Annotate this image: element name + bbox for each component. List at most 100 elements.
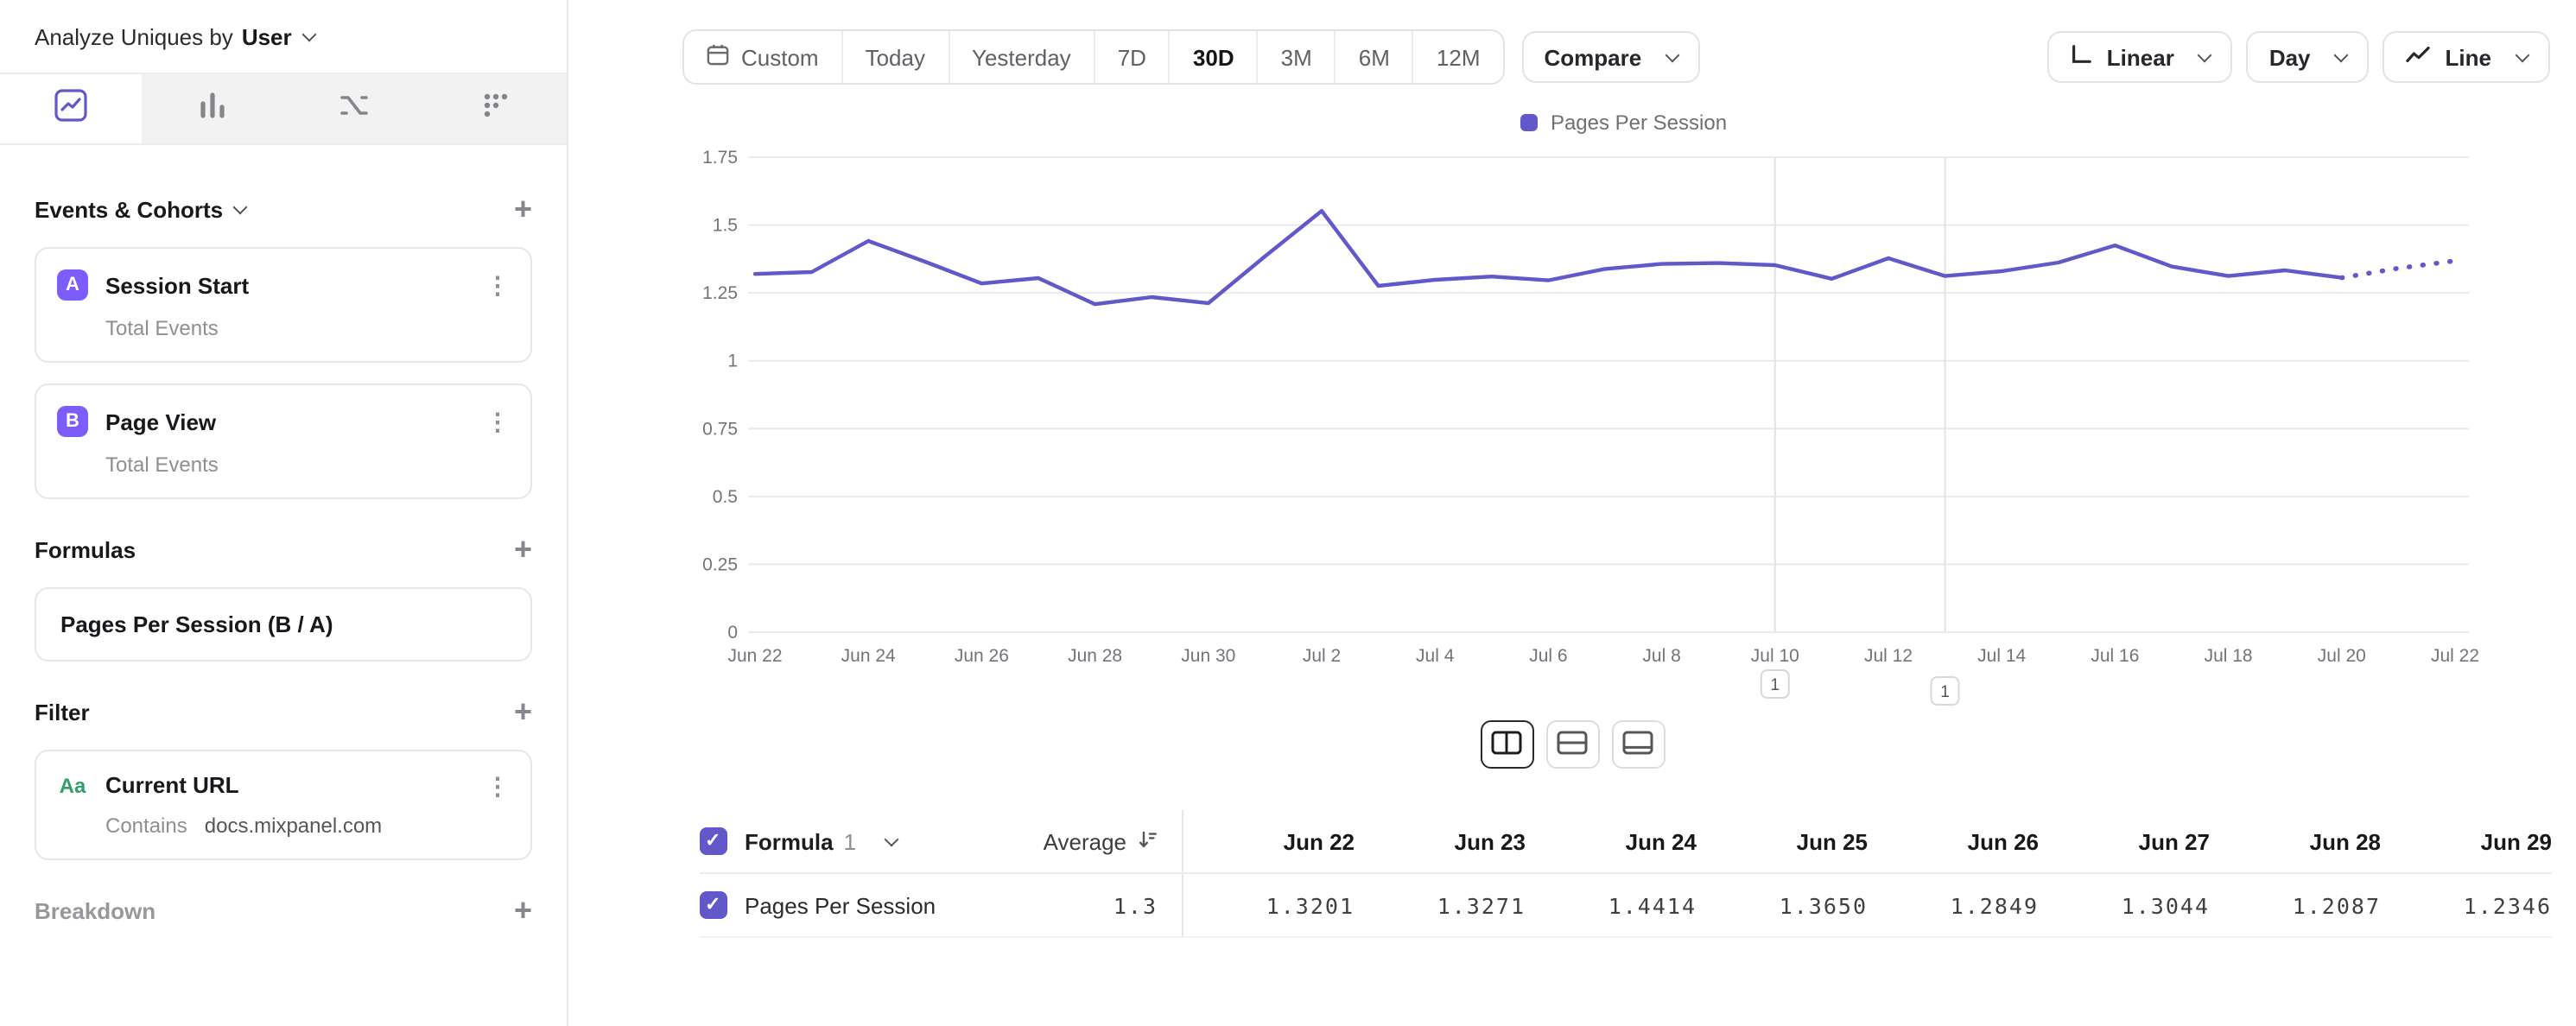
cell-value: 1.3650 [1779,892,1868,918]
cell-value: 1.3271 [1437,892,1526,918]
event-card-b[interactable]: B Page View Total Events [35,383,532,499]
column-header[interactable]: Jun 28 [2309,828,2381,854]
range-label: 12M [1436,44,1481,70]
event-measure[interactable]: Total Events [105,453,219,477]
svg-text:1.5: 1.5 [713,216,738,236]
table-data-row[interactable]: Pages Per Session 1.3 1.3201 1.3271 1.4414… [700,874,2552,938]
compare-label: Compare [1544,44,1642,70]
filter-card[interactable]: Aa Current URL Contains docs.mixpanel.co… [35,750,532,860]
calendar-icon [707,43,729,71]
row-checkbox[interactable] [700,891,727,919]
layout-toggle-side-by-side[interactable] [1480,720,1533,769]
column-header[interactable]: Jun 26 [1967,828,2039,854]
results-table: Formula 1 Average Jun 22 Jun 23 Jun 24 Jun … [700,810,2552,938]
group-label[interactable]: Formula [745,828,834,854]
column-header[interactable]: Jun 25 [1796,828,1868,854]
column-header[interactable]: Jun 22 [1283,828,1355,854]
line-chart[interactable]: 0 0.25 0.5 0.75 1 1.25 1.5 1.75 1 1 Jun 22 Jun 24 Ju… [672,140,2576,713]
svg-text:1: 1 [1771,676,1780,694]
svg-text:Jul 20: Jul 20 [2318,646,2366,666]
chevron-down-icon [2198,48,2213,63]
svg-text:0: 0 [727,623,738,643]
tab-insights[interactable] [0,74,142,143]
range-label: Custom [741,44,819,70]
range-label: Yesterday [972,44,1071,70]
svg-text:1.25: 1.25 [702,283,738,303]
retention-dots-icon [479,87,513,130]
chart-type-label: Line [2445,44,2491,70]
range-label: 30D [1192,44,1234,70]
add-event-button[interactable] [514,193,532,225]
range-custom[interactable]: Custom [684,31,841,83]
interval-label: Day [2268,44,2311,70]
svg-text:Jul 10: Jul 10 [1751,646,1799,666]
kebab-menu-icon[interactable] [485,273,510,297]
chart-type-dropdown[interactable]: Line [2382,31,2550,83]
range-today[interactable]: Today [841,31,948,83]
tab-funnels[interactable] [142,74,283,143]
layout-toggle-stacked[interactable] [1545,720,1599,769]
chart-toolbar: Custom Today Yesterday 7D 30D 3M 6M 12M Compare… [682,29,2550,85]
chevron-down-icon[interactable] [301,27,317,42]
svg-text:Jul 18: Jul 18 [2205,646,2253,666]
bar-chart-icon [195,87,230,130]
select-all-checkbox[interactable] [700,827,727,855]
svg-text:0.75: 0.75 [702,419,738,439]
event-measure[interactable]: Total Events [105,316,219,340]
cell-value: 1.2087 [2292,892,2381,918]
column-header[interactable]: Jun 24 [1625,828,1697,854]
sort-icon[interactable] [1137,828,1158,854]
formula-expression[interactable]: Pages Per Session (B / A) [60,611,333,637]
kebab-menu-icon[interactable] [485,409,510,434]
kebab-menu-icon[interactable] [485,773,510,797]
compare-button[interactable]: Compare [1521,31,1701,83]
query-sidebar: Analyze Uniques by User [0,0,568,1026]
range-yesterday[interactable]: Yesterday [948,31,1094,83]
range-12m[interactable]: 12M [1412,31,1503,83]
scale-label: Linear [2106,44,2174,70]
scale-dropdown[interactable]: Linear [2047,31,2233,83]
analyze-uniques-row: Analyze Uniques by User [0,0,567,73]
analyze-prefix-label: Analyze Uniques by [35,23,233,49]
event-name[interactable]: Session Start [105,272,250,298]
tab-retention[interactable] [425,74,567,143]
filter-value[interactable]: docs.mixpanel.com [204,814,383,838]
range-30d[interactable]: 30D [1168,31,1257,83]
report-tabstrip [0,73,567,145]
interval-dropdown[interactable]: Day [2246,31,2370,83]
legend-label: Pages Per Session [1550,111,1728,135]
average-column-header[interactable]: Average [1009,810,1183,872]
range-6m[interactable]: 6M [1334,31,1412,83]
analyze-entity-dropdown[interactable]: User [241,23,292,49]
event-card-a[interactable]: A Session Start Total Events [35,247,532,363]
chevron-down-icon[interactable] [232,200,248,215]
series-name[interactable]: Pages Per Session [745,892,936,918]
tab-flows[interactable] [283,74,425,143]
cell-value: 1.3201 [1266,892,1355,918]
string-property-icon: Aa [59,773,86,797]
query-builder: Events & Cohorts A Session Start Total E… [0,145,567,948]
add-breakdown-button[interactable] [514,895,532,926]
add-formula-button[interactable] [514,534,532,565]
column-header[interactable]: Jun 23 [1454,828,1526,854]
svg-text:0.5: 0.5 [713,487,738,507]
average-label: Average [1043,828,1126,854]
range-7d[interactable]: 7D [1093,31,1169,83]
event-name[interactable]: Page View [105,408,217,434]
chevron-down-icon [2515,48,2530,63]
svg-text:Jul 8: Jul 8 [1642,646,1680,666]
formula-card[interactable]: Pages Per Session (B / A) [35,587,532,662]
svg-text:1.75: 1.75 [702,148,738,168]
svg-text:0.25: 0.25 [702,554,738,574]
group-number: 1 [843,828,857,854]
column-header[interactable]: Jun 27 [2138,828,2210,854]
layout-side-by-side-icon [1491,730,1522,759]
layout-toggle-chart-focus[interactable] [1611,720,1665,769]
filter-operator[interactable]: Contains [105,814,187,838]
column-header[interactable]: Jun 29 [2480,828,2552,854]
add-filter-button[interactable] [514,696,532,727]
filter-property-name[interactable]: Current URL [105,772,239,798]
chevron-down-icon[interactable] [883,832,898,847]
range-3m[interactable]: 3M [1256,31,1335,83]
